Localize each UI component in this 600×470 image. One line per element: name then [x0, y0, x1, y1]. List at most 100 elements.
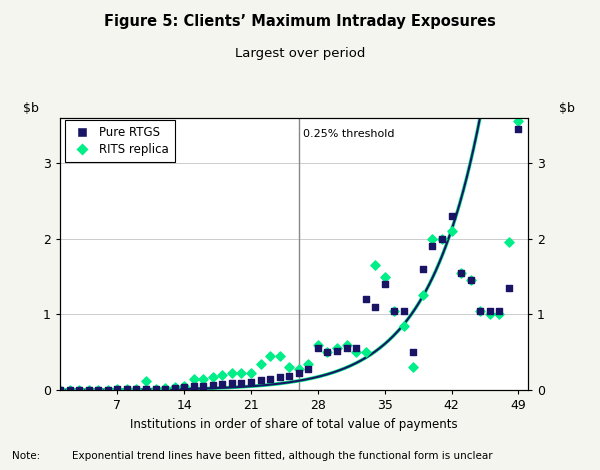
Point: [170, 384, 179, 391]
Text: $b: $b: [559, 102, 575, 115]
Point: [199, 382, 208, 389]
Point: [113, 385, 122, 393]
Point: [494, 307, 504, 314]
Point: [151, 385, 160, 392]
Point: [208, 374, 218, 381]
Point: [55, 386, 65, 394]
Point: [103, 386, 113, 394]
Point: [103, 386, 113, 394]
Point: [351, 348, 361, 356]
Point: [208, 381, 218, 389]
Point: [170, 384, 179, 392]
Point: [514, 118, 523, 125]
Point: [294, 365, 304, 373]
Point: [74, 386, 84, 394]
Point: [256, 376, 265, 384]
Point: [236, 379, 246, 386]
Point: [65, 386, 74, 394]
Point: [418, 265, 428, 273]
Point: [84, 386, 94, 394]
Point: [504, 284, 514, 291]
Point: [275, 374, 284, 381]
Point: [275, 352, 284, 360]
Point: [218, 371, 227, 379]
Point: [380, 280, 389, 288]
Point: [514, 125, 523, 133]
Point: [351, 345, 361, 352]
Point: [304, 360, 313, 368]
Point: [389, 307, 399, 314]
Point: [475, 307, 485, 314]
Text: 0.25% threshold: 0.25% threshold: [302, 129, 394, 139]
Point: [399, 307, 409, 314]
Point: [409, 348, 418, 356]
Point: [447, 212, 457, 219]
Point: [466, 276, 475, 284]
Point: [504, 239, 514, 246]
Point: [313, 345, 323, 352]
Point: [179, 383, 189, 390]
Point: [323, 348, 332, 356]
Point: [447, 227, 457, 235]
Point: [94, 386, 103, 394]
Point: [131, 385, 141, 393]
Point: [418, 292, 428, 299]
Text: Note:: Note:: [12, 451, 40, 461]
Point: [485, 311, 494, 318]
Text: Exponential trend lines have been fitted, although the functional form is unclea: Exponential trend lines have been fitted…: [72, 451, 493, 461]
Point: [94, 386, 103, 394]
Point: [485, 307, 494, 314]
Point: [399, 322, 409, 329]
Point: [141, 377, 151, 385]
Point: [494, 311, 504, 318]
Point: [370, 303, 380, 311]
Point: [218, 380, 227, 388]
Point: [304, 365, 313, 373]
Point: [361, 348, 370, 356]
Point: [361, 296, 370, 303]
Point: [122, 385, 131, 393]
Point: [199, 375, 208, 383]
Point: [246, 378, 256, 385]
Point: [370, 261, 380, 269]
Point: [189, 376, 199, 383]
Point: [313, 341, 323, 348]
Point: [141, 385, 151, 393]
Point: [55, 386, 65, 394]
Point: [65, 386, 74, 394]
Point: [256, 360, 265, 368]
Point: [380, 273, 389, 280]
Point: [466, 276, 475, 284]
Point: [131, 385, 141, 393]
Point: [475, 307, 485, 314]
Point: [84, 386, 94, 394]
Point: [428, 243, 437, 250]
Point: [342, 345, 352, 352]
Point: [437, 235, 447, 243]
Legend: Pure RTGS, RITS replica: Pure RTGS, RITS replica: [65, 120, 175, 162]
Point: [389, 307, 399, 314]
Point: [265, 375, 275, 383]
Point: [437, 235, 447, 243]
Point: [227, 370, 237, 377]
Point: [284, 364, 294, 371]
Point: [332, 345, 342, 352]
Point: [179, 384, 189, 391]
Point: [160, 385, 170, 392]
Text: Largest over period: Largest over period: [235, 47, 365, 60]
Point: [323, 348, 332, 356]
Point: [122, 385, 131, 393]
Point: [236, 370, 246, 377]
X-axis label: Institutions in order of share of total value of payments: Institutions in order of share of total …: [130, 418, 458, 431]
Point: [160, 384, 170, 392]
Point: [332, 347, 342, 354]
Point: [189, 383, 199, 390]
Point: [246, 369, 256, 376]
Point: [409, 364, 418, 371]
Text: Figure 5: Clients’ Maximum Intraday Exposures: Figure 5: Clients’ Maximum Intraday Expo…: [104, 14, 496, 29]
Point: [227, 380, 237, 387]
Point: [457, 269, 466, 276]
Point: [294, 370, 304, 377]
Point: [74, 386, 84, 394]
Point: [113, 385, 122, 393]
